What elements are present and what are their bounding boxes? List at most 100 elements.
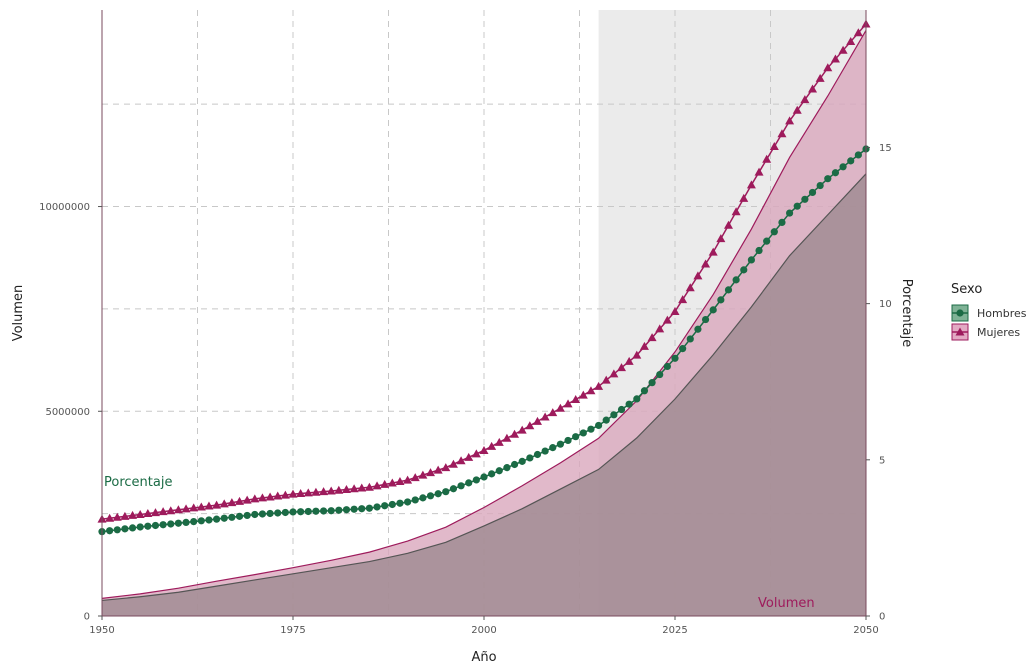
point-mujeres-2041	[792, 105, 802, 114]
point-hombres-2034	[740, 266, 748, 274]
point-hombres-2036	[755, 246, 763, 255]
point-mujeres-2043	[808, 84, 818, 93]
point-hombres-1962	[190, 518, 198, 526]
point-hombres-1958	[159, 521, 167, 529]
point-hombres-1959	[167, 520, 175, 528]
point-mujeres-2029	[701, 259, 711, 268]
point-mujeres-1989	[395, 477, 405, 486]
point-mujeres-1957	[150, 508, 160, 517]
point-mujeres-1980	[326, 486, 336, 495]
point-hombres-1969	[243, 511, 251, 520]
point-hombres-1998	[465, 479, 473, 487]
point-mujeres-1992	[418, 470, 428, 479]
point-hombres-2043	[808, 188, 817, 197]
point-hombres-2006	[526, 454, 534, 462]
point-hombres-1952	[113, 526, 121, 534]
point-mujeres-1987	[380, 479, 390, 488]
area-hombres	[102, 173, 866, 616]
point-mujeres-1967	[227, 498, 237, 507]
point-mujeres-2011	[563, 399, 573, 408]
point-mujeres-1951	[105, 513, 115, 522]
point-mujeres-1998	[464, 452, 474, 461]
point-mujeres-2048	[846, 37, 856, 46]
point-hombres-2002	[495, 467, 503, 475]
point-mujeres-2018	[617, 363, 627, 372]
point-mujeres-2023	[655, 324, 665, 333]
point-hombres-1990	[404, 498, 412, 506]
annotation-volumen: Volumen	[758, 596, 815, 611]
point-mujeres-2005	[517, 425, 527, 434]
point-hombres-1953	[121, 525, 129, 533]
point-hombres-1970	[251, 510, 259, 519]
point-hombres-2040	[786, 209, 794, 217]
point-mujeres-2039	[777, 129, 787, 138]
point-hombres-2017	[610, 411, 618, 419]
point-hombres-2007	[533, 450, 542, 459]
point-hombres-1982	[342, 506, 351, 514]
point-mujeres-1977	[303, 488, 313, 497]
point-mujeres-2032	[723, 220, 733, 229]
point-hombres-2048	[847, 157, 855, 165]
point-hombres-1993	[426, 492, 435, 500]
point-hombres-2033	[732, 276, 740, 284]
point-hombres-1961	[182, 518, 190, 527]
x-tick-label-2025: 2025	[662, 625, 687, 636]
point-mujeres-1959	[166, 506, 176, 515]
point-mujeres-1982	[341, 485, 351, 494]
point-mujeres-2000	[479, 445, 489, 454]
point-mujeres-2012	[571, 395, 581, 404]
point-mujeres-2006	[525, 421, 535, 430]
point-mujeres-2042	[800, 95, 810, 104]
point-hombres-1968	[235, 512, 244, 520]
point-hombres-1980	[327, 507, 335, 515]
point-hombres-1954	[128, 524, 137, 532]
point-mujeres-1994	[433, 465, 443, 474]
point-hombres-2013	[579, 429, 587, 437]
legend-label-hombres: Hombres	[977, 307, 1027, 320]
point-hombres-1996	[449, 485, 458, 493]
point-hombres-2019	[625, 400, 633, 408]
point-mujeres-1958	[158, 507, 168, 516]
point-hombres-1977	[304, 507, 312, 516]
point-hombres-1983	[350, 505, 358, 513]
point-mujeres-2016	[601, 375, 611, 384]
point-hombres-2023	[656, 370, 664, 379]
point-mujeres-1975	[288, 489, 298, 498]
area-line-hombres	[101, 173, 867, 602]
point-mujeres-2038	[769, 142, 779, 151]
y-tick-label-2: 10000000	[39, 202, 90, 213]
point-mujeres-2035	[746, 180, 756, 189]
point-mujeres-1961	[181, 504, 191, 513]
point-hombres-2011	[564, 436, 572, 445]
point-mujeres-1993	[426, 468, 436, 477]
point-mujeres-2049	[853, 28, 863, 37]
point-mujeres-1960	[173, 505, 183, 514]
point-mujeres-1995	[441, 463, 451, 472]
point-hombres-1951	[106, 527, 114, 535]
point-mujeres-2008	[540, 412, 550, 421]
point-mujeres-2028	[693, 271, 703, 280]
point-mujeres-1997	[456, 456, 466, 465]
point-mujeres-1962	[189, 503, 199, 512]
point-hombres-2035	[747, 256, 756, 264]
y-tick-label-1: 5000000	[45, 407, 90, 418]
point-hombres-1981	[335, 506, 343, 514]
point-mujeres-2024	[662, 315, 672, 324]
point-hombres-2025	[671, 354, 679, 362]
point-hombres-2021	[640, 387, 649, 395]
point-hombres-1964	[205, 516, 213, 524]
point-mujeres-2045	[823, 63, 833, 72]
x-tick-label-2000: 2000	[471, 625, 496, 636]
y-right-tick-label-2: 10	[879, 299, 892, 310]
point-mujeres-1963	[196, 502, 206, 511]
annotation-porcentaje: Porcentaje	[104, 475, 172, 490]
legend-title: Sexo	[951, 282, 982, 297]
point-mujeres-2037	[762, 154, 772, 163]
point-hombres-1966	[220, 514, 228, 522]
point-mujeres-1970	[250, 494, 260, 503]
y-tick-label-0: 0	[84, 612, 90, 623]
point-mujeres-1978	[311, 487, 321, 496]
point-hombres-2026	[679, 345, 687, 353]
point-mujeres-1986	[372, 481, 382, 490]
